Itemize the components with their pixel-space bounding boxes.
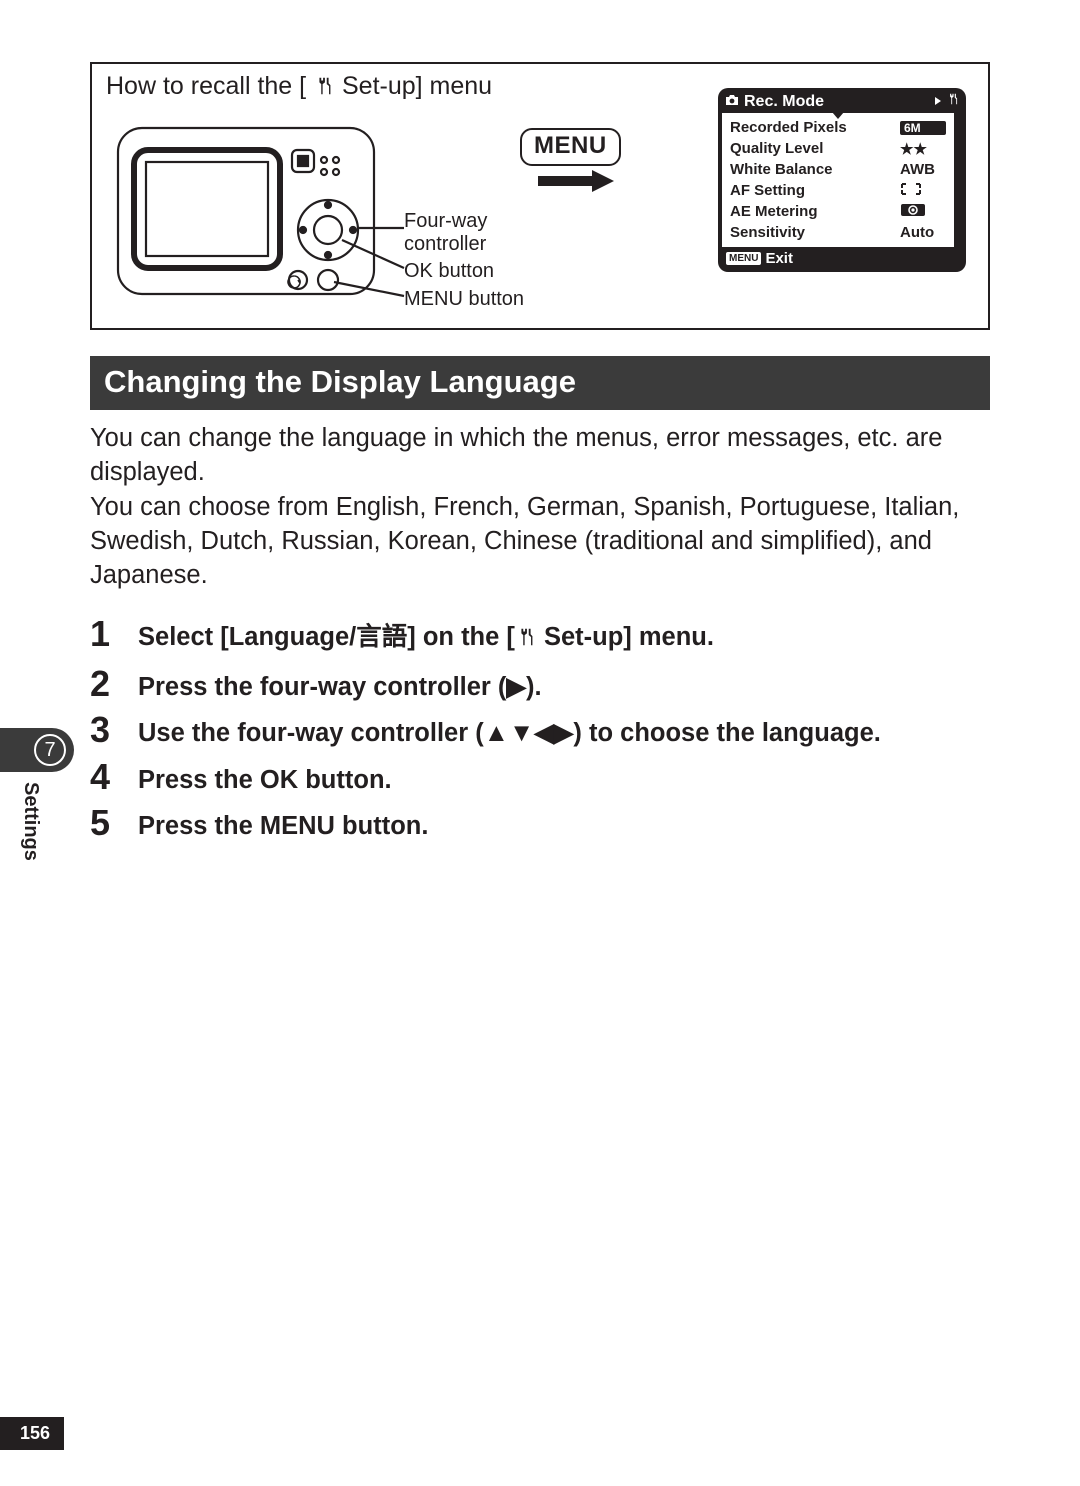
section-heading: Changing the Display Language [90, 356, 990, 410]
step-text: Press the MENU button. [138, 803, 428, 843]
step-text: Select [Language/言語] on the [ Set-up] me… [138, 614, 714, 657]
rec-row: AF Setting [730, 180, 946, 201]
rec-row: Quality Level ★★ [730, 138, 946, 159]
recall-setup-box: How to recall the [ Set-up] menu [90, 62, 990, 330]
camera-illustration [106, 110, 406, 320]
chapter-side-tab: 7 Settings [0, 728, 74, 958]
wrench-icon [313, 75, 335, 104]
recall-title-suffix: Set-up] menu [342, 72, 492, 100]
rec-label: AE Metering [730, 203, 818, 220]
chapter-number: 7 [34, 734, 66, 766]
rec-row: AE Metering [730, 201, 946, 222]
rec-label: AF Setting [730, 182, 805, 199]
tab-arrow-icon [934, 93, 942, 111]
menu-chip: MENU [726, 252, 761, 265]
step-text: Use the four-way controller (▲▼◀▶) to ch… [138, 710, 881, 750]
metering-icon [900, 203, 946, 221]
rec-row: White Balance AWB [730, 159, 946, 180]
step-number: 5 [90, 803, 138, 841]
label-four-way-controller: Four-way controller [404, 210, 524, 256]
recall-title-prefix: How to recall the [ [106, 72, 306, 100]
rec-mode-title: Rec. Mode [744, 93, 934, 111]
rec-value: AWB [900, 161, 946, 178]
label-menu-button: MENU button [404, 288, 524, 311]
body-paragraph-2: You can choose from English, French, Ger… [90, 491, 990, 592]
manual-page: How to recall the [ Set-up] menu [0, 0, 1080, 1486]
step-text: Press the four-way controller (▶). [138, 664, 542, 704]
rec-label: White Balance [730, 161, 833, 178]
step-number: 3 [90, 710, 138, 748]
steps-list: 1 Select [Language/言語] on the [ Set-up] … [90, 614, 990, 843]
rec-label: Recorded Pixels [730, 119, 847, 136]
rec-mode-list: Recorded Pixels 6M Quality Level ★★ White … [718, 113, 966, 247]
page-number: 156 [0, 1417, 64, 1450]
step-item: 1 Select [Language/言語] on the [ Set-up] … [90, 614, 990, 657]
rec-value: ★★ [900, 140, 946, 158]
rec-value-pixels: 6M [900, 121, 946, 135]
step-number: 2 [90, 664, 138, 702]
camera-mode-icon [724, 93, 740, 111]
step-text: Press the OK button. [138, 757, 392, 797]
step-number: 1 [90, 614, 138, 652]
step-number: 4 [90, 757, 138, 795]
menu-indicator: MENU [520, 128, 621, 166]
wrench-icon [515, 623, 537, 657]
rec-mode-footer: MENU Exit [718, 247, 966, 272]
af-area-icon [900, 182, 946, 200]
chapter-label: Settings [19, 782, 42, 861]
exit-label: Exit [765, 250, 793, 267]
step-item: 5 Press the MENU button. [90, 803, 990, 843]
rec-row: Recorded Pixels 6M [730, 117, 946, 138]
rec-row: Sensitivity Auto [730, 222, 946, 243]
rec-label: Quality Level [730, 140, 823, 157]
rec-mode-panel: Rec. Mode Recorded Pixels 6M Quality Leve… [718, 88, 966, 272]
rec-mode-tab: Rec. Mode [718, 88, 966, 113]
step-item: 2 Press the four-way controller (▶). [90, 664, 990, 704]
wrench-tab-icon [946, 92, 960, 111]
rec-value: Auto [900, 224, 946, 241]
rec-label: Sensitivity [730, 224, 805, 241]
body-paragraph-1: You can change the language in which the… [90, 422, 990, 489]
step-item: 3 Use the four-way controller (▲▼◀▶) to … [90, 710, 990, 750]
arrow-right-icon [536, 168, 616, 194]
step-item: 4 Press the OK button. [90, 757, 990, 797]
label-ok-button: OK button [404, 260, 494, 283]
recall-body: Four-way controller OK button MENU butto… [106, 110, 974, 322]
